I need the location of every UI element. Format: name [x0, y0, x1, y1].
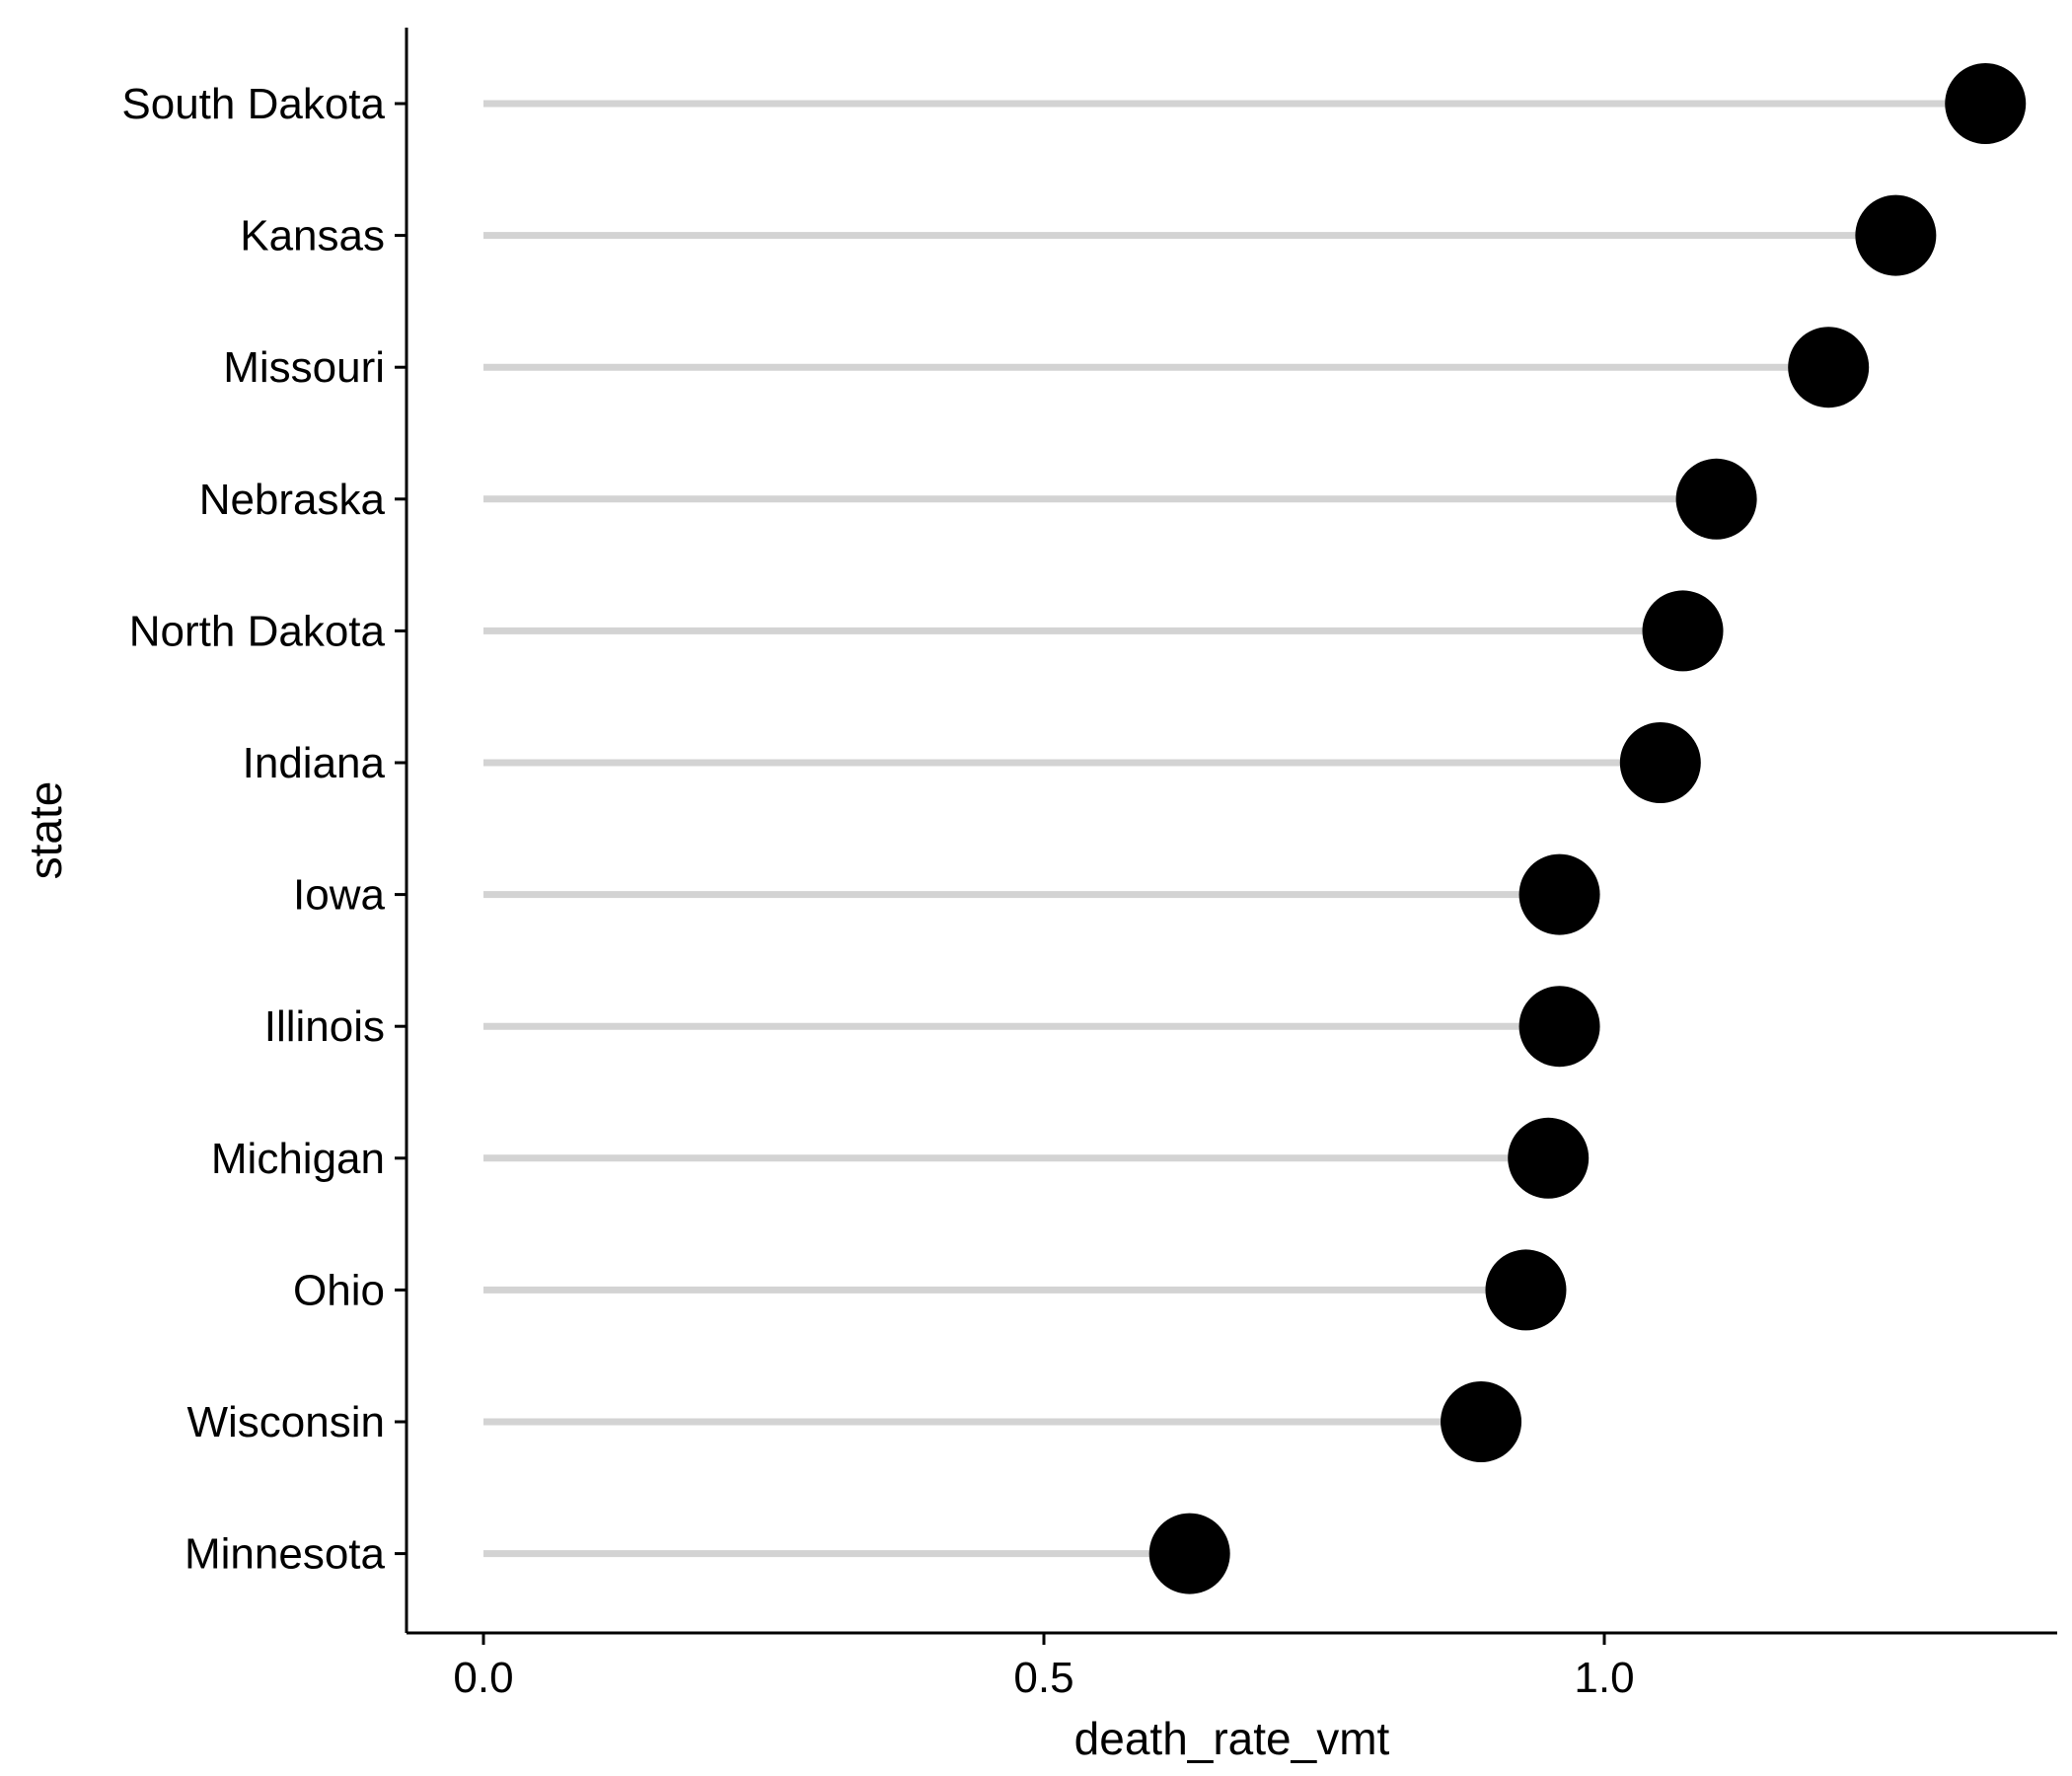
x-axis-ticks: 0.0 0.5 1.0 [453, 1633, 1635, 1702]
x-tick-label-2: 1.0 [1574, 1654, 1634, 1702]
point-north-dakota [1642, 590, 1724, 672]
x-tick-label-0: 0.0 [453, 1654, 513, 1702]
point-kansas [1855, 194, 1937, 276]
point-south-dakota [1945, 63, 2027, 144]
y-tick-label-south-dakota: South Dakota [121, 80, 385, 128]
point-indiana [1619, 722, 1701, 803]
y-tick-label-indiana: Indiana [243, 739, 386, 787]
y-tick-label-missouri: Missouri [223, 343, 385, 392]
y-tick-label-minnesota: Minnesota [185, 1530, 386, 1579]
y-tick-label-michigan: Michigan [211, 1135, 385, 1183]
y-tick-label-kansas: Kansas [240, 212, 385, 260]
point-missouri [1788, 327, 1870, 408]
point-wisconsin [1441, 1381, 1522, 1462]
y-tick-label-wisconsin: Wisconsin [187, 1398, 386, 1446]
y-tick-label-illinois: Illinois [264, 1002, 385, 1051]
point-ohio [1485, 1249, 1567, 1331]
y-tick-label-nebraska: Nebraska [199, 476, 386, 524]
y-tick-label-iowa: Iowa [293, 871, 385, 920]
points-layer [1148, 63, 2027, 1594]
point-minnesota [1148, 1513, 1230, 1594]
y-axis-ticks: South Dakota Kansas Missouri Nebraska North … [121, 80, 407, 1579]
y-axis-title: state [20, 781, 71, 880]
axes-layer [405, 28, 2057, 1635]
point-nebraska [1675, 458, 1757, 540]
x-axis-title: death_rate_vmt [1074, 1713, 1390, 1764]
x-tick-label-1: 0.5 [1013, 1654, 1073, 1702]
y-tick-label-ohio: Ohio [293, 1266, 385, 1314]
stems-layer [483, 100, 1986, 1558]
point-michigan [1508, 1117, 1590, 1199]
point-iowa [1518, 853, 1600, 935]
point-illinois [1518, 986, 1600, 1068]
y-tick-label-north-dakota: North Dakota [129, 607, 386, 655]
